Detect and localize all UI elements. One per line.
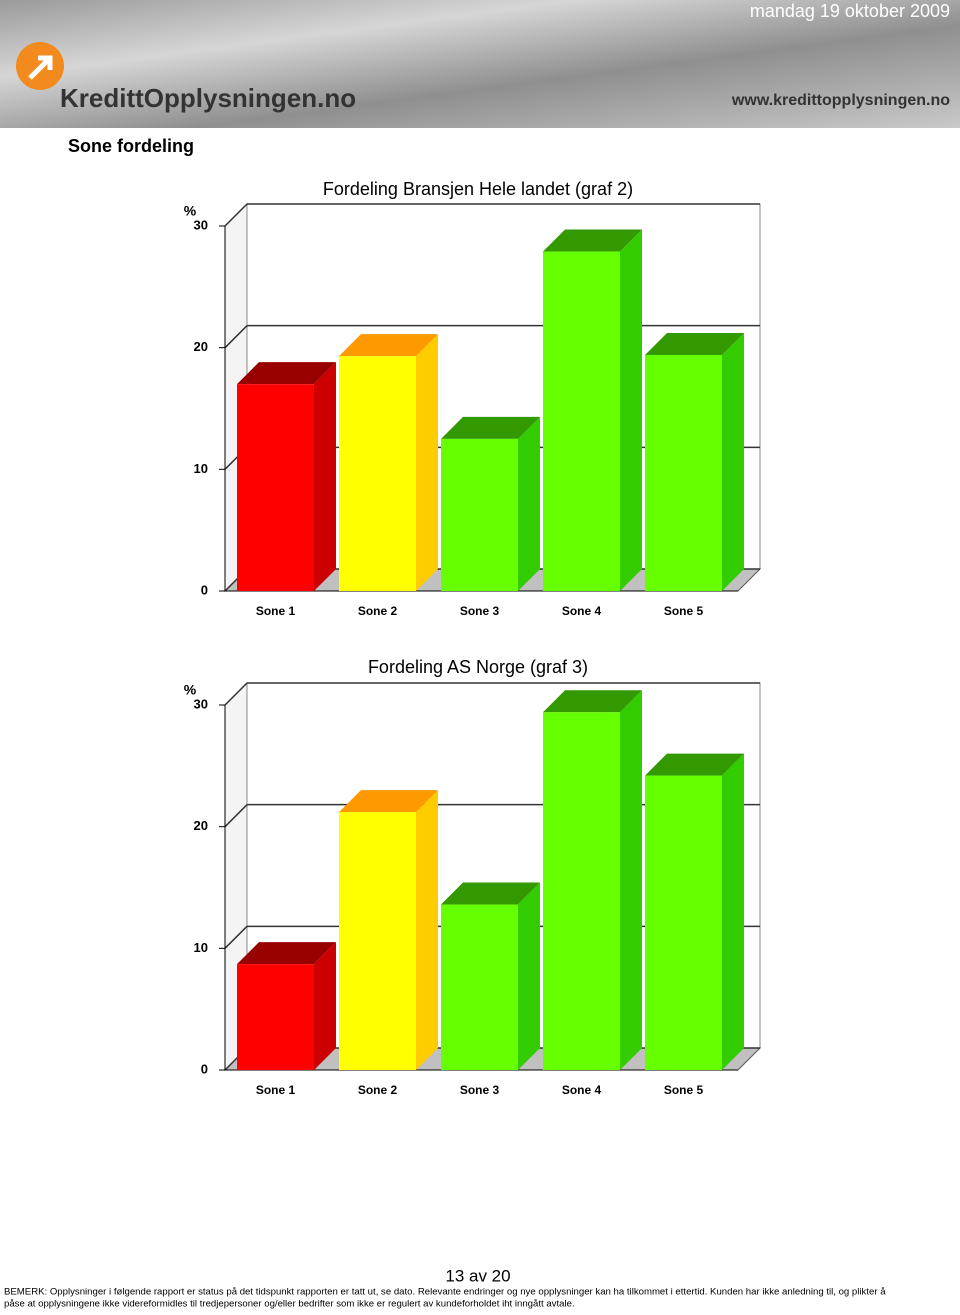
bar-top (543, 229, 642, 252)
y-axis-label: % (184, 682, 197, 698)
logo-text: KredittOpplysningen.no (60, 83, 356, 113)
bar-top (339, 790, 438, 813)
bar-top (237, 942, 336, 965)
x-tick-label: Sone 5 (664, 1083, 704, 1097)
x-tick-label: Sone 2 (358, 1083, 398, 1097)
x-tick-label: Sone 2 (358, 604, 398, 618)
bar-side (314, 942, 336, 1070)
logo-arrow (28, 55, 53, 80)
bar-side (416, 790, 438, 1070)
bar-side (722, 753, 744, 1070)
grid-line (224, 325, 248, 349)
bar-side (620, 229, 642, 592)
y-tick-label: 0 (201, 582, 208, 597)
y-axis-label: % (184, 203, 197, 219)
bar (339, 812, 416, 1070)
header-banner (0, 0, 960, 128)
bar-top (645, 753, 744, 776)
bar-side (722, 332, 744, 591)
header-website: www.kredittopplysningen.no (731, 92, 950, 109)
chart-title: Fordeling AS Norge (graf 3) (368, 657, 588, 677)
bar (441, 438, 518, 591)
grid-line (224, 804, 248, 828)
x-tick-label: Sone 4 (562, 604, 602, 618)
x-tick-label: Sone 3 (460, 1083, 500, 1097)
bar-side (314, 362, 336, 591)
x-tick-label: Sone 5 (664, 604, 704, 618)
y-tick-label: 30 (194, 696, 208, 711)
bar (441, 904, 518, 1070)
bar-top (441, 882, 540, 905)
y-tick-label: 10 (194, 461, 208, 476)
bar (543, 712, 620, 1070)
bar (543, 251, 620, 592)
bar (237, 384, 314, 591)
x-tick-label: Sone 1 (256, 1083, 296, 1097)
grid-line (224, 682, 248, 706)
x-tick-label: Sone 1 (256, 604, 296, 618)
bar-side (518, 416, 540, 591)
y-tick-label: 20 (194, 818, 208, 833)
bar-top (645, 332, 744, 355)
bar (645, 354, 722, 591)
bar (339, 356, 416, 591)
footer-note: BEMERK: Opplysninger i følgende rapport … (4, 1287, 886, 1298)
y-tick-label: 0 (201, 1061, 208, 1076)
y-tick-label: 30 (194, 217, 208, 232)
header-date: mandag 19 oktober 2009 (750, 1, 950, 21)
y-tick-label: 20 (194, 339, 208, 354)
bar-side (416, 334, 438, 591)
bar-top (237, 362, 336, 385)
bar-top (339, 334, 438, 357)
chart-title: Fordeling Bransjen Hele landet (graf 2) (323, 179, 633, 199)
grid-line (224, 925, 248, 949)
y-tick-label: 10 (194, 940, 208, 955)
section-title: Sone fordeling (68, 136, 194, 156)
bar-side (620, 690, 642, 1070)
bar-top (543, 690, 642, 713)
footer-note: påse at opplysningene ikke videreformidl… (4, 1299, 575, 1310)
page-number: 13 av 20 (445, 1266, 510, 1285)
bar-side (518, 882, 540, 1070)
grid-line (224, 203, 248, 227)
bar (237, 964, 314, 1070)
x-tick-label: Sone 4 (562, 1083, 602, 1097)
bar (645, 775, 722, 1070)
bar-top (441, 416, 540, 439)
x-tick-label: Sone 3 (460, 604, 500, 618)
